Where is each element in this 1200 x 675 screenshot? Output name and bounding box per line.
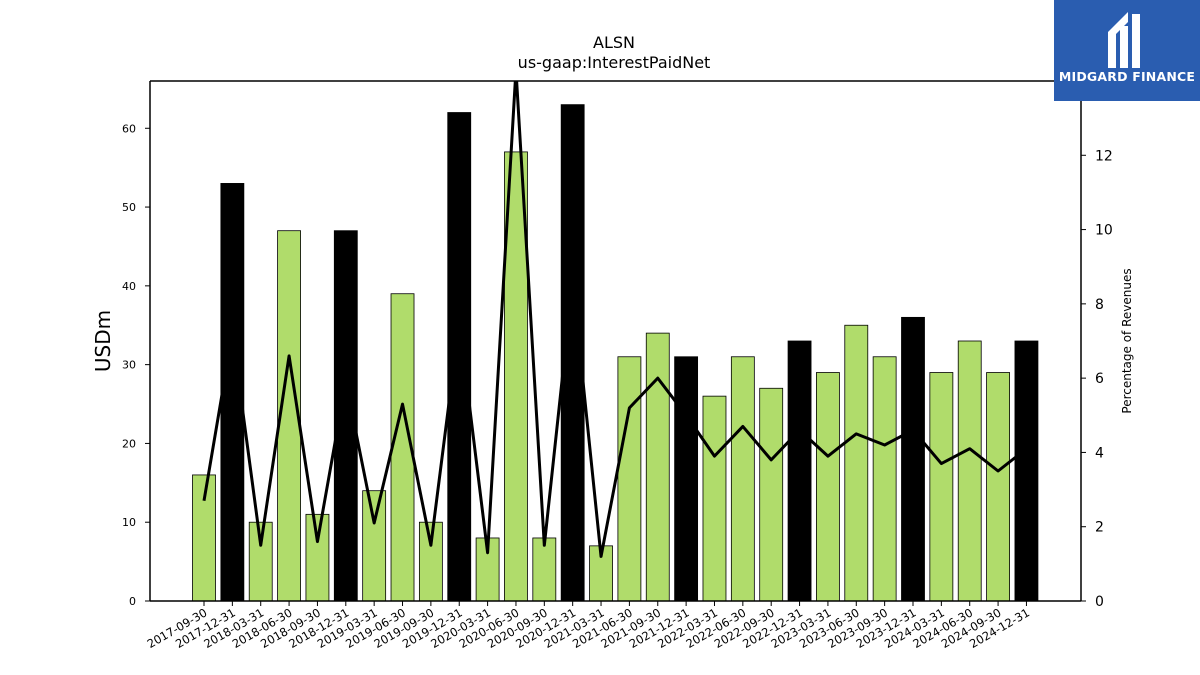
bar [362,490,387,602]
bar [844,324,869,602]
bar [986,372,1010,602]
bar [645,332,670,602]
bar [787,340,812,602]
y2-tick-label: 4 [1095,445,1104,461]
series-line [202,81,1028,558]
y2-tick-label: 6 [1095,371,1104,387]
bar [929,372,954,602]
y-tick-label: 10 [122,516,136,529]
y-tick-label: 50 [122,201,136,214]
bar [759,387,784,602]
y2-axis-label: Percentage of Revenues [1120,268,1134,413]
bar [532,537,557,602]
bar [447,112,472,602]
y2-tick-label: 10 [1095,223,1113,239]
brand-logo-text: MIDGARD FINANCE [1058,69,1196,84]
chart-title: ALSN [593,33,635,52]
y-tick-label: 60 [122,122,136,135]
bar [674,356,699,602]
bar [872,356,897,602]
y2-tick-label: 8 [1095,297,1104,313]
y-axis-label: USDm [91,310,115,372]
brand-mark-icon [1108,12,1140,68]
bar [305,513,330,602]
brand-logo: MIDGARD FINANCE [1054,0,1200,101]
chart-subtitle: us-gaap:InterestPaidNet [518,53,711,72]
y2-tick-label: 0 [1095,594,1104,610]
bar [901,316,925,602]
bar [957,340,982,602]
bar [702,395,727,602]
y-tick-label: 40 [122,280,136,293]
bar [816,372,840,602]
y2-tick-label: 12 [1095,148,1113,164]
bar [730,356,755,602]
y-tick-label: 20 [122,437,136,450]
y-tick-label: 0 [129,595,136,608]
y2-tick-label: 2 [1095,520,1104,536]
bar [617,356,642,602]
y-tick-label: 30 [122,359,136,372]
bar [1014,340,1039,602]
